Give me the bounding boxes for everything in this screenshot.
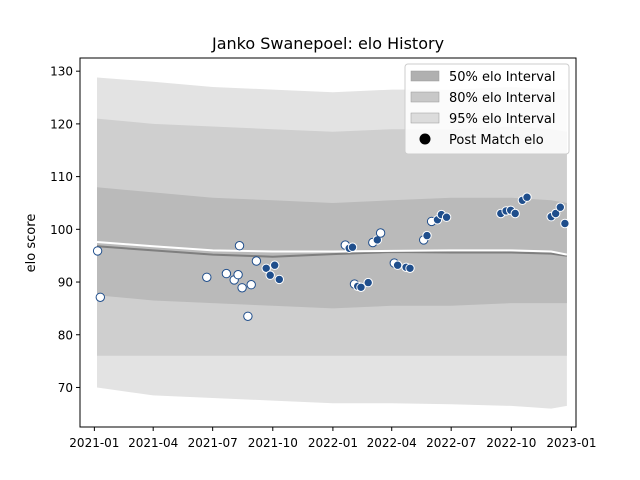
post-match-point — [233, 270, 243, 280]
post-match-point — [221, 268, 232, 279]
x-tick-label: 2022-01 — [308, 436, 358, 450]
elo-lines — [96, 241, 568, 258]
chart-title: Janko Swanepoel: elo History — [211, 34, 444, 53]
median-elo-line — [96, 245, 568, 258]
post-match-point — [92, 246, 103, 256]
post-match-point — [261, 263, 271, 273]
post-match-point — [375, 228, 386, 238]
legend-swatch — [410, 70, 440, 82]
x-tick-label: 2023-01 — [546, 436, 596, 450]
y-tick-label: 90 — [58, 276, 73, 290]
x-tick-label: 2022-10 — [486, 436, 536, 450]
post-match-point — [246, 280, 256, 290]
post-match-point — [356, 282, 366, 292]
legend: 50% elo Interval 80% elo Interval 95% elo … — [404, 63, 570, 155]
legend-label: 80% elo Interval — [449, 91, 556, 106]
x-tick-label: 2021-10 — [248, 436, 298, 450]
post-match-point — [274, 274, 284, 285]
x-tick-label: 2021-04 — [128, 436, 178, 450]
post-match-point — [202, 272, 212, 282]
post-match-point — [234, 241, 245, 251]
post-match-point — [560, 218, 570, 229]
post-match-point — [251, 256, 262, 266]
post-match-point — [551, 208, 561, 219]
post-match-point — [555, 202, 565, 212]
y-tick-label: 100 — [50, 223, 73, 237]
x-axis-ticks: 2021-01 2021-04 2021-07 2021-10 2022-01 2022-… — [69, 427, 596, 450]
legend-swatch — [410, 112, 440, 124]
post-match-point — [270, 260, 280, 270]
y-tick-label: 110 — [50, 170, 73, 184]
post-match-points — [92, 192, 570, 321]
post-match-point — [510, 208, 520, 219]
post-match-point — [422, 230, 432, 241]
post-match-point — [265, 270, 275, 280]
x-tick-label: 2022-04 — [367, 436, 417, 450]
post-match-point — [95, 292, 106, 302]
legend-swatch — [410, 91, 440, 103]
mean-elo-line — [96, 241, 568, 256]
legend-label: 95% elo Interval — [449, 112, 556, 127]
post-match-point — [243, 311, 253, 321]
post-match-point — [392, 260, 403, 270]
post-match-point — [522, 192, 532, 202]
y-tick-label: 70 — [58, 381, 73, 395]
y-tick-label: 80 — [58, 328, 73, 342]
y-tick-label: 120 — [50, 117, 73, 131]
post-match-point — [363, 277, 373, 288]
legend-box — [404, 63, 570, 155]
post-match-point — [347, 242, 358, 252]
x-tick-label: 2022-07 — [426, 436, 476, 450]
y-axis-ticks: 70 80 90 100 110 120 130 — [50, 65, 80, 395]
y-axis-label: elo score — [24, 214, 39, 273]
post-match-point — [405, 263, 415, 273]
plot-frame — [79, 57, 577, 428]
legend-label: Post Match elo — [449, 133, 544, 148]
legend-label: 50% elo Interval — [449, 70, 556, 85]
post-match-point — [441, 212, 452, 222]
legend-marker — [419, 133, 431, 145]
post-match-point — [237, 283, 247, 293]
x-tick-label: 2021-01 — [69, 436, 119, 450]
y-tick-label: 130 — [50, 65, 73, 79]
x-tick-label: 2021-07 — [188, 436, 238, 450]
